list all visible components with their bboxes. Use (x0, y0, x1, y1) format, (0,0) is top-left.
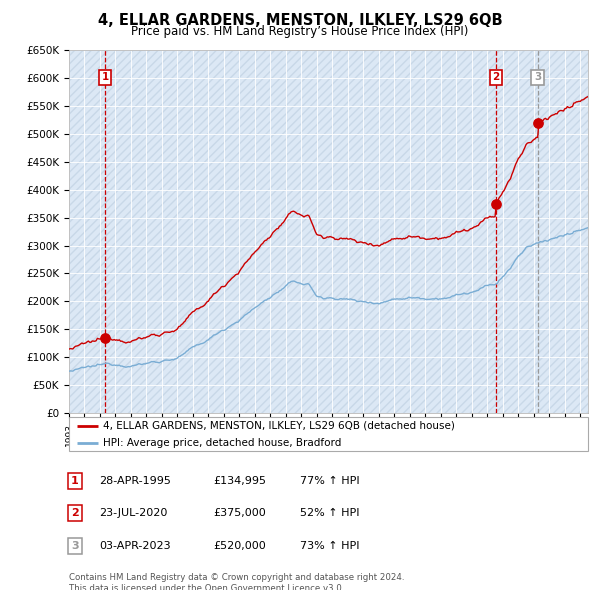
Text: 77% ↑ HPI: 77% ↑ HPI (300, 476, 359, 486)
Point (100, 333, 110, 342)
Text: 1: 1 (101, 73, 109, 83)
Text: HPI: Average price, detached house, Bradford: HPI: Average price, detached house, Brad… (103, 438, 341, 448)
FancyBboxPatch shape (69, 417, 588, 451)
Text: 52% ↑ HPI: 52% ↑ HPI (300, 509, 359, 518)
Point (533, 118, 542, 127)
Text: 2: 2 (71, 509, 79, 518)
Text: Price paid vs. HM Land Registry’s House Price Index (HPI): Price paid vs. HM Land Registry’s House … (131, 25, 469, 38)
Text: 28-APR-1995: 28-APR-1995 (99, 476, 171, 486)
Text: Contains HM Land Registry data © Crown copyright and database right 2024.
This d: Contains HM Land Registry data © Crown c… (69, 573, 404, 590)
Text: 73% ↑ HPI: 73% ↑ HPI (300, 541, 359, 550)
Text: £134,995: £134,995 (213, 476, 266, 486)
Text: 3: 3 (534, 73, 541, 83)
Text: £520,000: £520,000 (213, 541, 266, 550)
Point (491, 199, 500, 208)
Text: 23-JUL-2020: 23-JUL-2020 (99, 509, 167, 518)
Text: £375,000: £375,000 (213, 509, 266, 518)
Text: 4, ELLAR GARDENS, MENSTON, ILKLEY, LS29 6QB: 4, ELLAR GARDENS, MENSTON, ILKLEY, LS29 … (98, 13, 502, 28)
Text: 1: 1 (71, 476, 79, 486)
Text: 2: 2 (492, 73, 499, 83)
Text: 03-APR-2023: 03-APR-2023 (99, 541, 170, 550)
Text: 3: 3 (71, 541, 79, 550)
Text: 4, ELLAR GARDENS, MENSTON, ILKLEY, LS29 6QB (detached house): 4, ELLAR GARDENS, MENSTON, ILKLEY, LS29 … (103, 421, 455, 431)
